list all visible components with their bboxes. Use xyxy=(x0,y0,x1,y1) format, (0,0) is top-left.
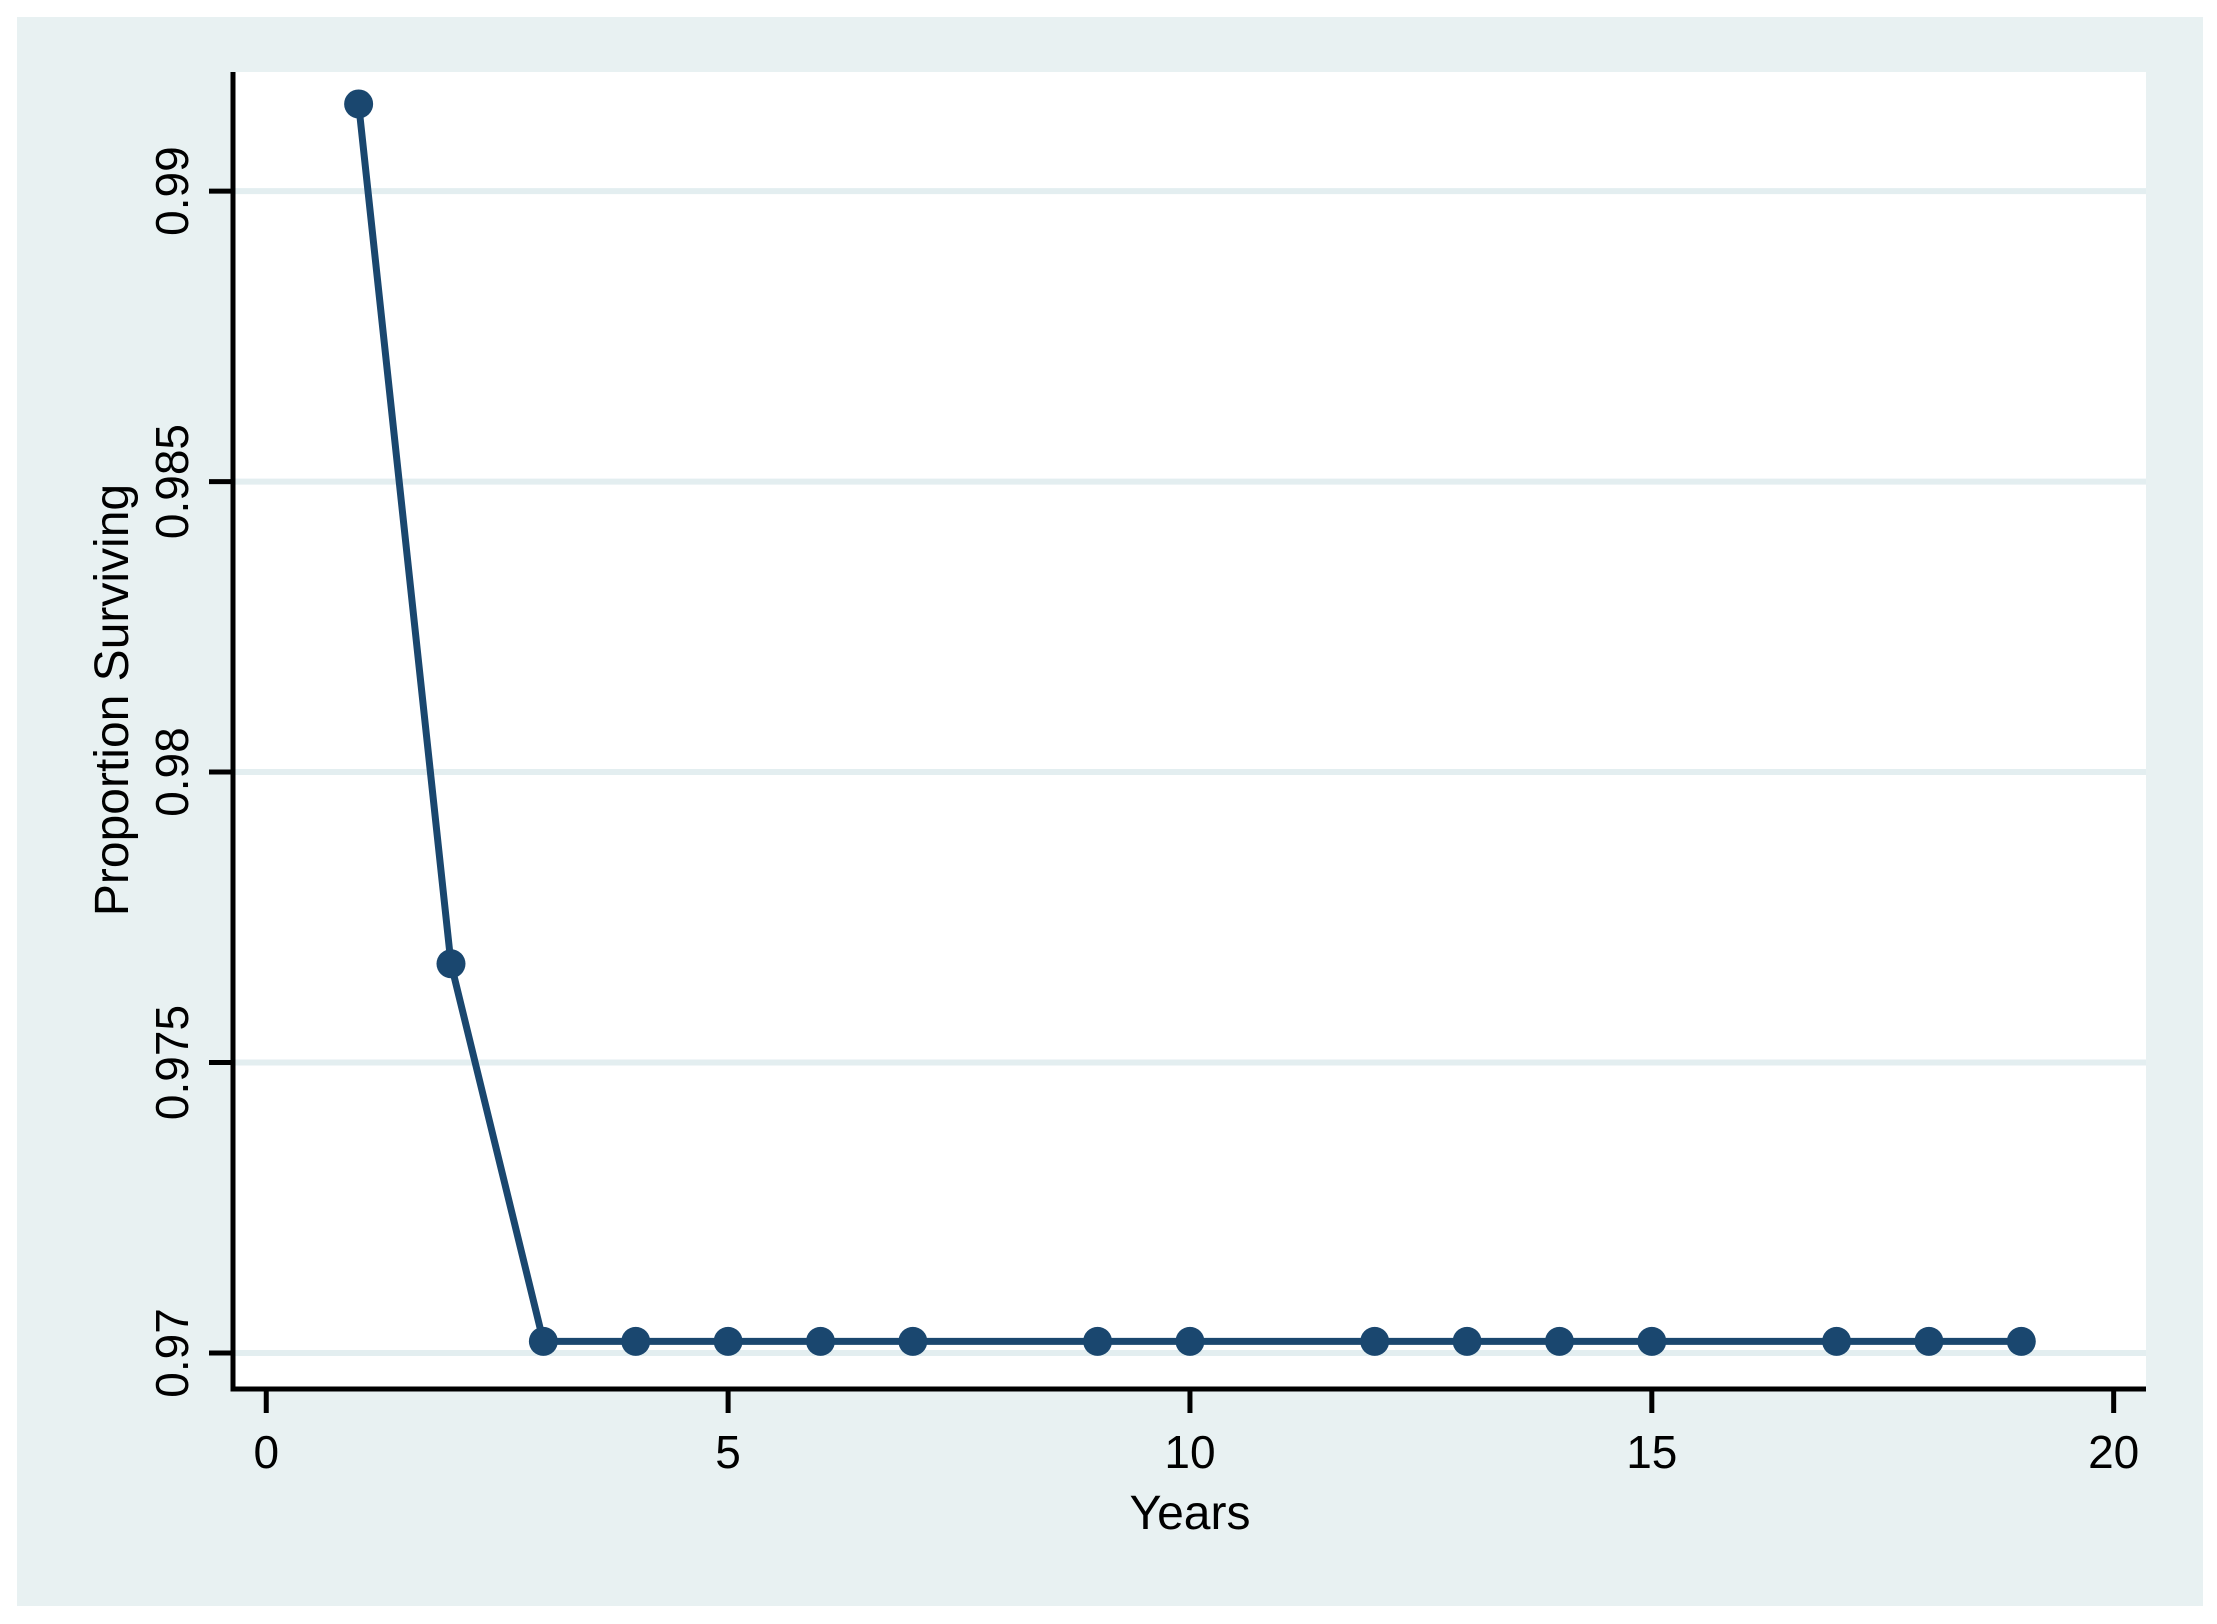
data-point-marker xyxy=(898,1326,928,1356)
data-point-marker xyxy=(2006,1326,2036,1356)
data-point-marker xyxy=(1083,1326,1113,1356)
y-tick-label: 0.99 xyxy=(146,146,198,236)
x-tick-label: 0 xyxy=(253,1426,279,1478)
data-point-marker xyxy=(805,1326,835,1356)
data-point-marker xyxy=(621,1326,651,1356)
x-tick-label: 10 xyxy=(1164,1426,1215,1478)
survival-line xyxy=(355,103,2022,1345)
data-point-marker xyxy=(436,949,466,979)
y-axis-title: Proportion Surviving xyxy=(86,484,139,916)
data-point-marker xyxy=(1175,1326,1205,1356)
data-point-marker xyxy=(1822,1326,1852,1356)
y-tick-label: 0.97 xyxy=(146,1308,198,1398)
data-point-marker xyxy=(1360,1326,1390,1356)
data-point-marker xyxy=(1544,1326,1574,1356)
plot-area xyxy=(233,72,2146,1389)
y-tick-label: 0.985 xyxy=(146,424,198,539)
x-tick-label: 5 xyxy=(715,1426,741,1478)
data-point-marker xyxy=(344,89,374,119)
y-tick-label: 0.98 xyxy=(146,727,198,817)
ticks-layer: 0.97 0.975 0.98 0.985 0.99 0 5 10 15 20 xyxy=(146,146,2139,1478)
x-tick-label: 15 xyxy=(1626,1426,1677,1478)
data-point-marker xyxy=(713,1326,743,1356)
data-point-marker xyxy=(1914,1326,1944,1356)
x-tick-label: 20 xyxy=(2088,1426,2139,1478)
x-axis-title: Years xyxy=(1130,1487,1251,1540)
data-point-marker xyxy=(1452,1326,1482,1356)
data-point-marker xyxy=(1637,1326,1667,1356)
series-layer xyxy=(344,89,2036,1356)
y-tick-label: 0.975 xyxy=(146,1005,198,1120)
data-point-marker xyxy=(528,1326,558,1356)
